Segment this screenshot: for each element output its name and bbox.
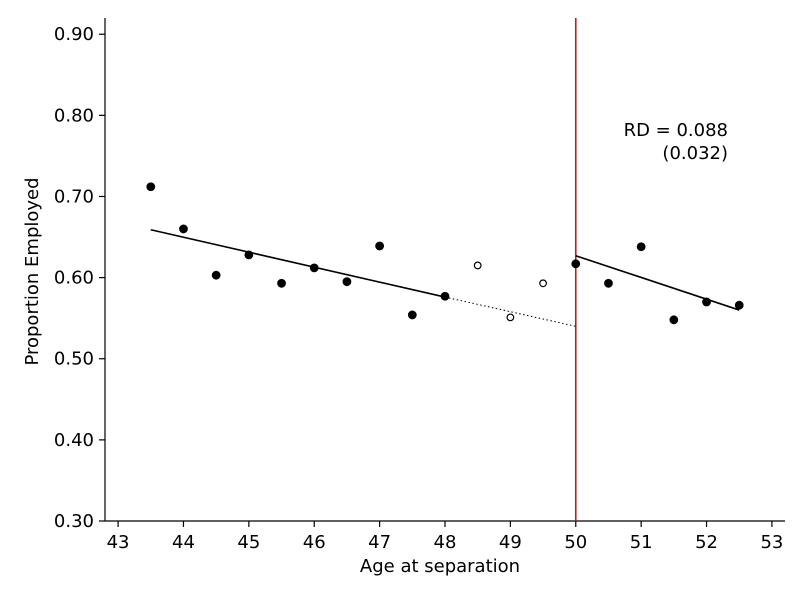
data-point [702,297,711,307]
data-point [440,291,450,301]
excluded-data-point [506,313,515,322]
data-point [244,250,254,260]
y-tick-label: 0.30 [54,511,94,532]
x-tick-label: 49 [499,532,522,553]
data-point [146,182,156,192]
y-tick-label: 0.70 [54,186,94,207]
y-axis-label: Proportion Employed [22,177,43,365]
data-point [669,315,679,325]
excluded-data-point [473,261,482,270]
x-tick-label: 50 [564,532,587,553]
rd-standard-error-label: (0.032) [662,143,728,164]
data-point [604,278,613,288]
y-tick-label: 0.90 [54,24,94,45]
x-tick-label: 51 [630,532,653,553]
data-point [277,278,286,288]
data-point [734,300,744,310]
data-point [636,242,646,252]
data-points [146,182,744,325]
x-axis-label: Age at separation [360,556,520,577]
x-tick-label: 46 [303,532,326,553]
x-tick-label: 52 [695,532,718,553]
x-tick-label: 48 [434,532,457,553]
x-tick-label: 43 [107,532,130,553]
data-point [211,270,221,280]
fit-line [150,228,446,298]
excluded-data-point [539,279,547,288]
data-point [342,277,352,287]
counterfactual-fit-line [444,296,576,327]
x-tick-label: 45 [237,532,260,553]
rd-estimate-label: RD = 0.088 [624,120,728,141]
data-point [179,224,188,234]
axes: 43 44 45 46 47 48 49 50 51 52 53 0.30 0.40 0.50 0.60 0.… [54,18,785,553]
y-tick-label: 0.80 [54,105,94,126]
fit-lines [150,228,740,327]
data-point [407,310,417,320]
data-point [375,241,385,251]
x-tick-label: 44 [172,532,195,553]
fit-line [575,254,740,311]
x-tick-label: 47 [368,532,391,553]
y-tick-label: 0.60 [54,268,94,289]
y-tick-label: 0.50 [54,349,94,370]
data-point [309,263,319,273]
y-tick-label: 0.40 [54,430,94,451]
data-point [571,259,581,269]
x-tick-label: 53 [760,532,783,553]
